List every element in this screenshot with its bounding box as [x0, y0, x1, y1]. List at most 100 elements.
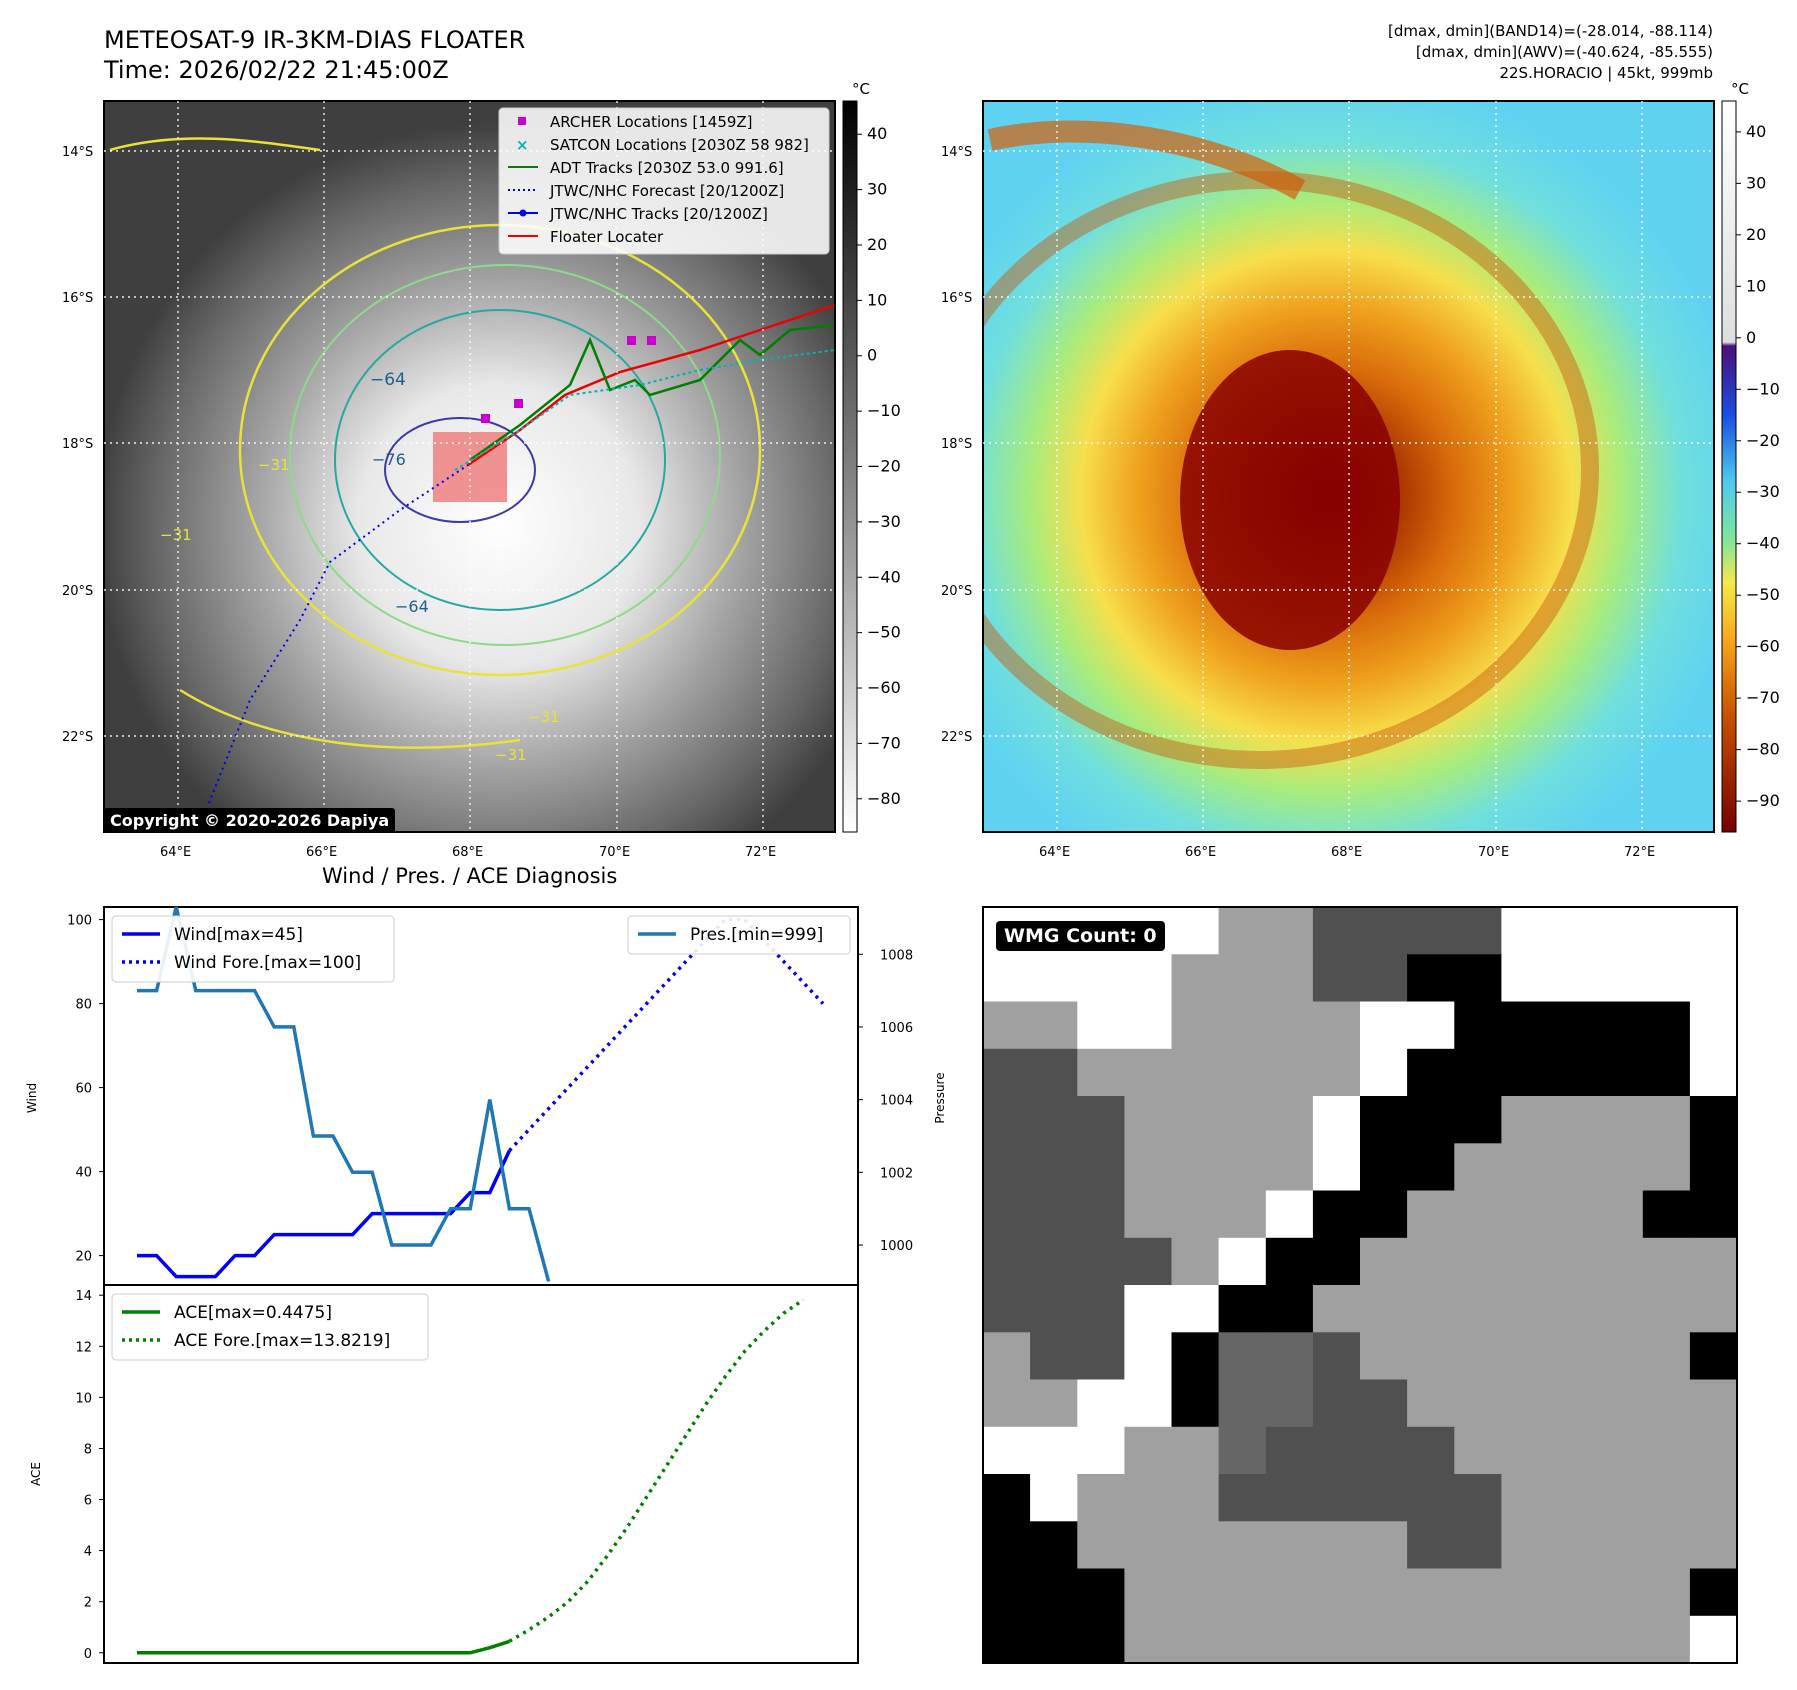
wmg-cell: [1265, 954, 1314, 1003]
wmg-cell: [1501, 1285, 1549, 1333]
colorbar-tick-label: −40: [1746, 534, 1780, 553]
wmg-cell: [1030, 1096, 1078, 1144]
wmg-cell: [1124, 1285, 1172, 1333]
ir-color-panel: [982, 100, 1715, 833]
wmg-cell: [1689, 1237, 1738, 1286]
wmg-cell: [1312, 1190, 1361, 1239]
wmg-cell: [1642, 1379, 1691, 1428]
wmg-panel: [982, 906, 1738, 1664]
colorbar-unit: °C: [1731, 80, 1749, 98]
legend-label: Wind Fore.[max=100]: [174, 953, 361, 973]
lon-tick: 68°E: [1331, 845, 1362, 860]
wmg-cell: [1171, 907, 1220, 955]
wmg-cell: [1218, 1048, 1267, 1097]
colorbar-tick-label: 40: [867, 124, 887, 143]
wmg-cell: [1360, 1521, 1408, 1570]
wmg-cell: [1360, 1474, 1408, 1522]
lat-tick: 14°S: [941, 145, 972, 160]
wmg-cell: [1454, 1048, 1502, 1097]
wmg-cell: [1407, 907, 1455, 955]
wmg-cell: [1454, 1001, 1502, 1050]
lon-tick: 64°E: [160, 845, 191, 860]
wmg-cell: [1124, 1048, 1172, 1097]
wmg-cell: [1360, 1332, 1408, 1381]
wmg-cell: [1407, 1474, 1455, 1522]
wmg-cell: [1548, 1474, 1597, 1522]
wmg-cell: [1124, 1379, 1172, 1428]
colorbar-tick-label: 20: [1746, 225, 1766, 244]
wmg-cell: [1595, 1048, 1644, 1097]
colorbar-tick-label: 0: [1746, 328, 1756, 347]
wind-legend: Wind[max=45] Wind Fore.[max=100]: [111, 915, 395, 983]
wmg-cell: [1595, 1143, 1644, 1192]
wmg-cell: [1407, 1332, 1455, 1381]
wmg-cell: [1218, 1568, 1267, 1617]
lon-tick: 72°E: [1624, 845, 1655, 860]
lon-tick: 66°E: [1185, 845, 1216, 860]
legend-label: ACE[max=0.4475]: [174, 1303, 332, 1323]
wmg-cell: [1454, 1426, 1502, 1475]
colorbar-tick-label: 30: [1746, 173, 1766, 192]
wmg-cell: [1218, 1426, 1267, 1475]
wmg-cell: [1077, 1521, 1125, 1570]
satcon-track: [454, 349, 836, 471]
wmg-cell: [1689, 1521, 1738, 1570]
wmg-cell: [1360, 1096, 1408, 1144]
wmg-cell: [1265, 1001, 1314, 1050]
floater-track: [467, 303, 836, 467]
wmg-cell: [1030, 1001, 1078, 1050]
wmg-cell: [1077, 1190, 1125, 1239]
wind-tick-label: 60: [75, 1082, 92, 1097]
legend-label: ADT Tracks [2030Z 53.0 991.6]: [550, 159, 784, 177]
pressure-line: [137, 906, 551, 1282]
ace-chart: 0 2 4 6 8 10 12 14 ACE ACE[max=0.4475] ACE Fore…: [29, 1284, 859, 1664]
wmg-cell: [1360, 1615, 1408, 1664]
wmg-cell: [1548, 1521, 1597, 1570]
wmg-cell: [1077, 1332, 1125, 1381]
wind-axis-label: Wind: [25, 1083, 39, 1113]
colorbar-tick-label: 0: [867, 346, 877, 365]
wmg-cell: [1454, 1190, 1502, 1239]
wmg-cell: [1407, 1285, 1455, 1333]
map-a-axes: 64°E 66°E 68°E 70°E 72°E 14°S 16°S 18°S …: [62, 145, 776, 860]
wmg-cell: [1689, 1285, 1738, 1333]
wmg-cell: [983, 1568, 1031, 1617]
wmg-cell: [1454, 1568, 1502, 1617]
wmg-cell: [1030, 1332, 1078, 1381]
wmg-cell: [1548, 1237, 1597, 1286]
wmg-cell: [1218, 1143, 1267, 1192]
ace-tick-label: 12: [75, 1340, 92, 1355]
archer-marker: [627, 336, 636, 345]
ace-tick-label: 4: [84, 1545, 92, 1560]
wmg-cell: [1689, 1332, 1738, 1381]
wmg-cell: [983, 1521, 1031, 1570]
wmg-cell: [1454, 1521, 1502, 1570]
legend-label: Wind[max=45]: [174, 925, 303, 945]
map-b-axes: 64°E 66°E 68°E 70°E 72°E 14°S 16°S 18°S …: [941, 145, 1655, 860]
wmg-cell: [1407, 1379, 1455, 1428]
lat-tick: 16°S: [62, 291, 93, 306]
wmg-cell: [1548, 1379, 1597, 1428]
wmg-cell: [1595, 954, 1644, 1003]
info-band14: [dmax, dmin](BAND14)=(-28.014, -88.114): [1388, 22, 1713, 40]
ace-tick-label: 6: [84, 1494, 92, 1509]
ace-legend: ACE[max=0.4475] ACE Fore.[max=13.8219]: [111, 1293, 429, 1361]
legend-label: ARCHER Locations [1459Z]: [550, 113, 753, 131]
wmg-cell: [983, 1615, 1031, 1664]
ace-tick-label: 14: [75, 1289, 92, 1304]
wmg-cell: [1642, 1521, 1691, 1570]
wmg-cell: [1501, 1237, 1549, 1286]
wmg-cell: [1218, 1190, 1267, 1239]
wmg-cell: [1501, 1474, 1549, 1522]
color-colorbar: °C 40 30 20 10 0 −10 −20 −30 −40 −50 −60 −70 −80 −90: [1721, 80, 1780, 833]
wmg-cell: [1454, 1615, 1502, 1664]
map-legend: ARCHER Locations [1459Z] × SATCON Locati…: [498, 107, 830, 255]
wmg-cell: [1124, 1521, 1172, 1570]
wmg-cell: [1689, 1096, 1738, 1144]
wmg-cell: [1642, 1568, 1691, 1617]
wmg-cell: [1030, 1426, 1078, 1475]
wmg-cell: [1360, 1048, 1408, 1097]
colorbar-tick-label: −90: [1746, 791, 1780, 810]
colorbar-tick-label: 40: [1746, 122, 1766, 141]
pressure-axis-label: Pressure: [933, 1072, 947, 1123]
